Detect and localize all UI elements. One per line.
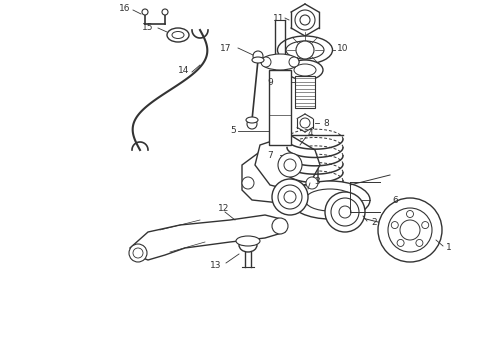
Circle shape	[289, 57, 299, 67]
Circle shape	[284, 159, 296, 171]
Circle shape	[397, 239, 404, 247]
Text: 16: 16	[119, 4, 130, 13]
Text: 1: 1	[446, 243, 452, 252]
Ellipse shape	[236, 236, 260, 246]
Ellipse shape	[252, 57, 264, 63]
Circle shape	[242, 177, 254, 189]
Ellipse shape	[239, 238, 257, 252]
Ellipse shape	[331, 198, 359, 226]
Ellipse shape	[278, 185, 302, 209]
Circle shape	[416, 239, 423, 247]
Ellipse shape	[246, 117, 258, 123]
Ellipse shape	[325, 192, 365, 232]
Text: 3: 3	[314, 176, 320, 185]
Circle shape	[300, 15, 310, 25]
Circle shape	[247, 119, 257, 129]
Text: 2: 2	[371, 217, 377, 226]
Text: 14: 14	[178, 66, 189, 75]
Circle shape	[275, 195, 285, 205]
Circle shape	[278, 153, 302, 177]
Ellipse shape	[284, 191, 296, 203]
Circle shape	[306, 177, 318, 189]
Text: 12: 12	[218, 203, 229, 212]
Circle shape	[400, 220, 420, 240]
Text: 15: 15	[142, 23, 153, 32]
Ellipse shape	[167, 28, 189, 42]
Polygon shape	[130, 215, 285, 260]
Ellipse shape	[339, 206, 351, 218]
Polygon shape	[242, 145, 318, 203]
Circle shape	[422, 221, 429, 229]
Ellipse shape	[277, 36, 333, 64]
Text: 11: 11	[273, 14, 285, 23]
Text: 10: 10	[337, 44, 348, 53]
Circle shape	[253, 51, 263, 61]
Circle shape	[378, 198, 442, 262]
Polygon shape	[255, 135, 320, 190]
Text: 8: 8	[323, 118, 329, 127]
FancyBboxPatch shape	[295, 76, 315, 108]
Circle shape	[392, 221, 398, 229]
Circle shape	[296, 41, 314, 59]
Ellipse shape	[172, 32, 184, 39]
Circle shape	[407, 211, 414, 217]
Ellipse shape	[261, 54, 299, 70]
Text: 5: 5	[230, 126, 236, 135]
Text: 17: 17	[220, 44, 231, 53]
Circle shape	[261, 57, 271, 67]
FancyBboxPatch shape	[269, 70, 291, 145]
Text: 4: 4	[308, 129, 314, 138]
Circle shape	[295, 10, 315, 30]
Text: 9: 9	[267, 77, 273, 86]
Ellipse shape	[287, 60, 323, 80]
Text: 13: 13	[210, 261, 221, 270]
Circle shape	[133, 248, 143, 258]
Ellipse shape	[272, 179, 308, 215]
Circle shape	[162, 9, 168, 15]
Circle shape	[272, 218, 288, 234]
Ellipse shape	[290, 181, 370, 219]
Ellipse shape	[294, 64, 316, 76]
Circle shape	[129, 244, 147, 262]
Ellipse shape	[286, 41, 324, 59]
Ellipse shape	[305, 189, 355, 211]
Circle shape	[142, 9, 148, 15]
Text: 6: 6	[392, 195, 398, 204]
Text: 7: 7	[267, 150, 273, 159]
Circle shape	[300, 118, 310, 128]
Circle shape	[388, 208, 432, 252]
